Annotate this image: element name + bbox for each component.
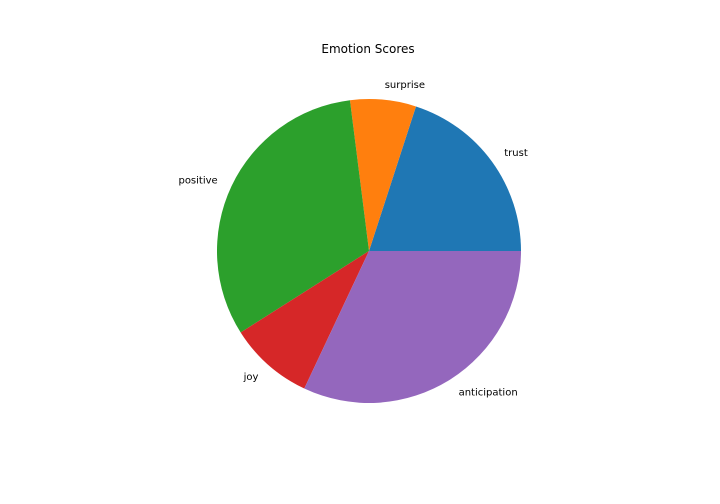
pie-label-trust: trust — [504, 148, 528, 159]
pie-label-joy: joy — [243, 372, 259, 383]
pie-label-surprise: surprise — [385, 80, 425, 91]
chart-title: Emotion Scores — [321, 42, 414, 56]
pie-label-positive: positive — [178, 175, 217, 186]
pie-slice-trust — [369, 106, 521, 251]
pie-slice-positive — [216, 100, 369, 333]
pie-labels: trust surprise positive joy anticipation — [178, 80, 527, 399]
pie-slice-joy — [240, 251, 369, 389]
pie-label-anticipation: anticipation — [459, 388, 518, 399]
pie-slice-anticipation — [304, 251, 521, 403]
pie-slices — [216, 99, 521, 403]
pie-slice-surprise — [349, 99, 416, 251]
